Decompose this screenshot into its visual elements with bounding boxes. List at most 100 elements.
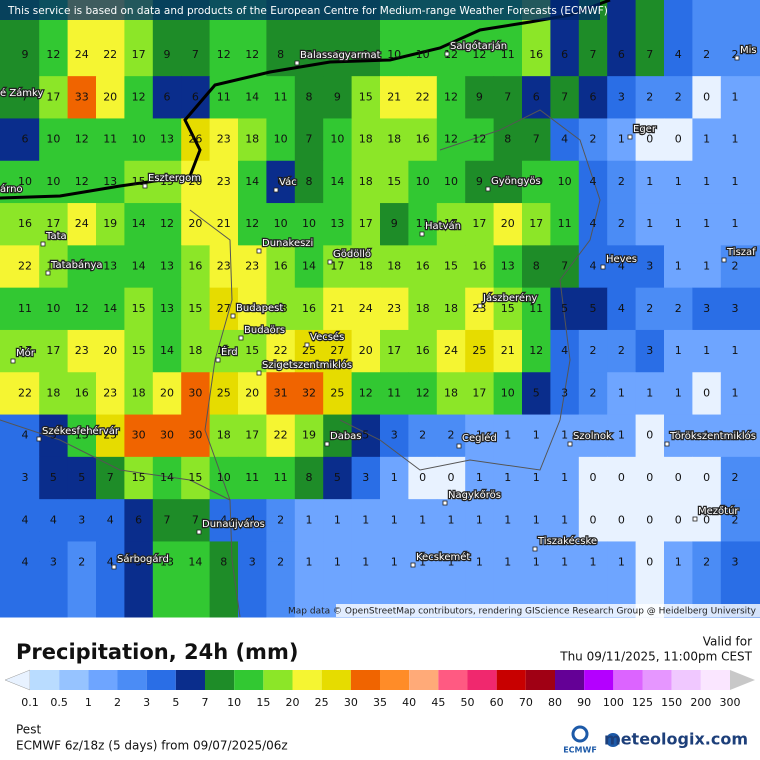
cell-value: 24 [444,344,458,357]
cell [578,499,608,542]
cell-value: 0 [675,513,682,526]
cell-value: 5 [561,302,568,315]
cell-value: 6 [192,90,199,103]
cell [351,499,381,542]
legend-swatch [409,670,439,690]
cell-value: 15 [245,344,259,357]
city-label: Vác [279,176,297,188]
cell [152,414,182,458]
cell-value: 1 [732,90,739,103]
cell [465,414,495,458]
cell [323,329,353,373]
cell-value: 12 [472,133,486,146]
cell-value: 3 [646,260,653,273]
cell-value: 2 [732,471,739,484]
cell-value: 10 [274,133,288,146]
legend-label: 70 [519,696,533,709]
cell-value: 9 [476,175,483,188]
cell [181,160,211,204]
legend-label: 80 [548,696,562,709]
legend-swatch [584,670,614,690]
cell-value: 19 [103,217,117,230]
legend-swatch [234,670,264,690]
cell-value: 26 [188,133,202,146]
city-marker [324,441,330,447]
cell-value: 1 [362,513,369,526]
cell-value: 0 [703,513,710,526]
cell-value: 7 [306,48,313,61]
cell-value: 10 [217,471,231,484]
cell-value: 2 [646,302,653,315]
cell [0,76,40,119]
cell-value: 1 [703,260,710,273]
cell [436,76,466,119]
cell-value: 10 [501,386,515,399]
legend-label: 60 [490,696,504,709]
cell-value: 10 [46,175,60,188]
city-marker [256,370,262,376]
cell-value: 20 [188,217,202,230]
city-marker [215,357,221,363]
cell-value: 0 [646,556,653,569]
cell [351,287,381,331]
cell-value: 8 [334,429,341,442]
cell [635,118,665,162]
cell [238,245,267,289]
cell-value: 15 [132,471,146,484]
cell-value: 0 [675,133,682,146]
cell-value: 23 [217,175,231,188]
cell-value: 0 [618,471,625,484]
cell-value: 30 [160,429,174,442]
legend-label: 25 [315,696,329,709]
cell-value: 12 [46,48,60,61]
cell [465,499,495,542]
cell-value: 7 [646,48,653,61]
cell-value: 15 [160,175,174,188]
cell [0,414,40,458]
cell [209,541,239,618]
cell-value: 0 [448,471,455,484]
cell [607,245,637,289]
legend-label: 300 [720,696,741,709]
cell-value: 12 [245,48,259,61]
cell [578,118,608,162]
cell [522,203,551,246]
legend-above [730,670,755,690]
cell-value: 2 [675,90,682,103]
cell-value: 14 [188,556,202,569]
cell [692,287,722,331]
cell [351,118,381,162]
cell [550,329,580,373]
city-marker [45,270,51,276]
cell-value: 13 [160,260,174,273]
cell [408,245,438,289]
cell-value: 15 [132,302,146,315]
cell-value: 1 [419,556,426,569]
cell [436,287,466,331]
cell-value: 30 [188,429,202,442]
city-marker [567,441,573,447]
cell-value: 25 [103,429,117,442]
county-border [0,109,601,618]
cell-value: 17 [472,217,486,230]
logo-site[interactable]: meteologix.com [604,730,748,749]
cell [692,372,722,416]
cell-value: 22 [274,344,288,357]
cell-value: 11 [245,471,259,484]
cell-value: 25 [330,386,344,399]
legend-swatch [292,670,322,690]
cell-value: 12 [217,48,231,61]
cell [664,160,693,204]
cell [266,118,296,162]
cell-value: 7 [192,48,199,61]
cell [493,203,523,246]
city-marker [410,562,416,568]
cell-value: 2 [590,133,597,146]
cell-value: 2 [703,556,710,569]
cell [266,414,296,458]
cell [209,414,239,458]
cell [351,245,381,289]
cell [578,372,608,416]
credit-bg [336,604,760,617]
cell-value: 1 [646,217,653,230]
